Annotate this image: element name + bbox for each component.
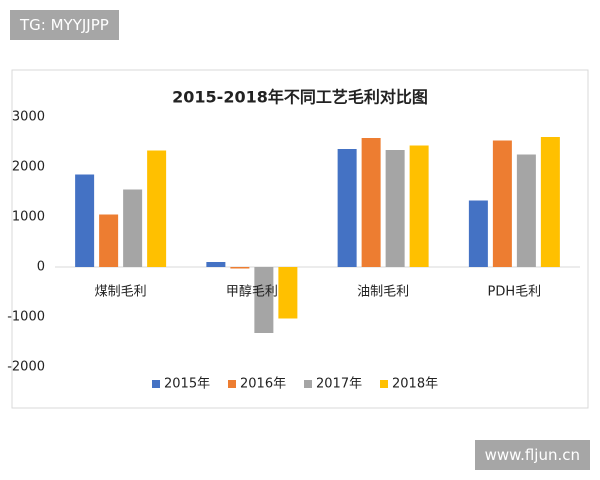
legend-label: 2017年 bbox=[316, 377, 362, 392]
y-tick-label: 3000 bbox=[12, 110, 45, 125]
x-tick-label: PDH毛利 bbox=[488, 285, 542, 300]
y-tick-label: 1000 bbox=[12, 210, 45, 225]
bar bbox=[516, 154, 536, 267]
bar bbox=[409, 145, 429, 267]
x-tick-label: 油制毛利 bbox=[357, 285, 409, 300]
watermark: www.fljun.cn bbox=[474, 440, 590, 470]
bar bbox=[123, 189, 143, 267]
legend-swatch bbox=[228, 380, 236, 388]
bar bbox=[337, 149, 357, 267]
y-tick-label: 0 bbox=[37, 260, 45, 275]
legend-swatch bbox=[380, 380, 388, 388]
bar bbox=[540, 137, 560, 267]
y-tick-label: -1000 bbox=[7, 310, 45, 325]
y-tick-label: -2000 bbox=[7, 360, 45, 375]
bar bbox=[206, 262, 226, 267]
watermark: TG: MYYJJPP bbox=[10, 10, 119, 40]
bar bbox=[385, 150, 405, 267]
y-tick-label: 2000 bbox=[12, 160, 45, 175]
legend-label: 2016年 bbox=[240, 377, 286, 392]
bar bbox=[75, 174, 95, 267]
chart-title: 2015-2018年不同工艺毛利对比图 bbox=[172, 88, 428, 107]
legend-swatch bbox=[152, 380, 160, 388]
legend-label: 2018年 bbox=[392, 377, 438, 392]
legend-swatch bbox=[304, 380, 312, 388]
bar bbox=[361, 138, 381, 267]
bar bbox=[278, 267, 298, 319]
bar bbox=[254, 267, 274, 333]
bar bbox=[99, 214, 119, 267]
x-tick-label: 甲醇毛利 bbox=[226, 284, 278, 300]
bar bbox=[147, 150, 167, 267]
legend-label: 2015年 bbox=[164, 377, 210, 392]
x-tick-label: 煤制毛利 bbox=[95, 285, 147, 300]
bar bbox=[468, 200, 488, 267]
bar bbox=[492, 140, 512, 267]
bar bbox=[230, 267, 250, 269]
